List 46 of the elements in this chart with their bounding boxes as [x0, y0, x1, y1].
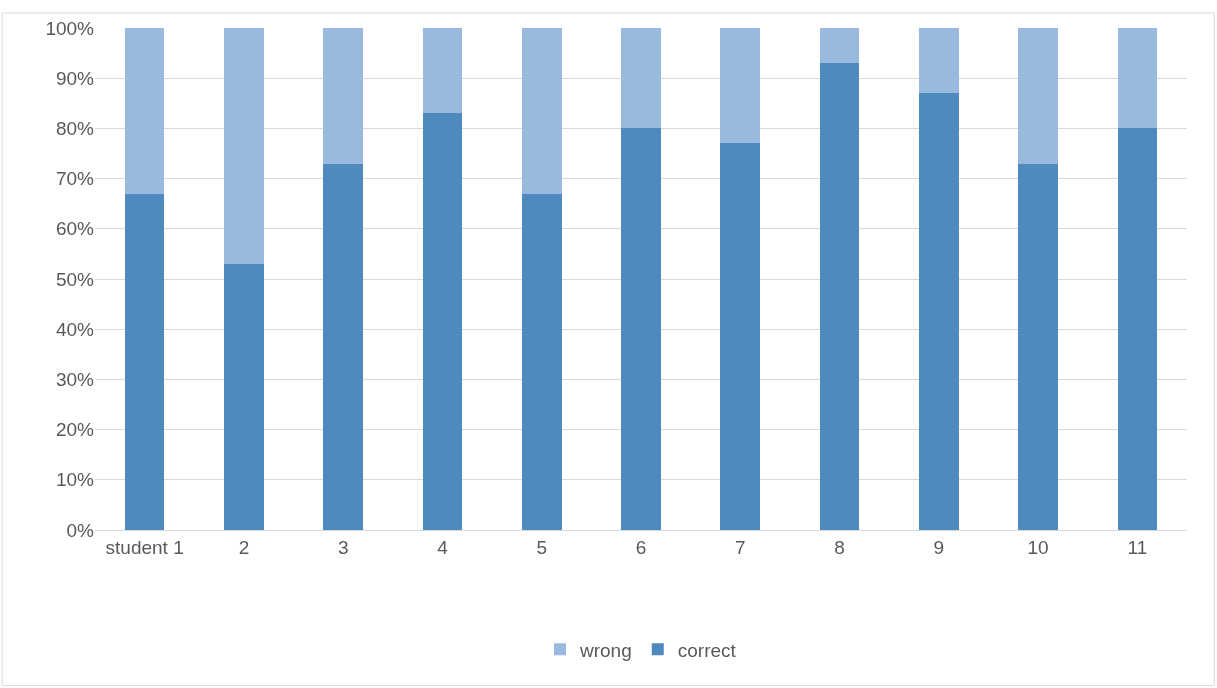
- x-tick-label: 11: [1127, 536, 1148, 558]
- y-tick-label: 100%: [45, 17, 95, 39]
- bar: [521, 193, 562, 530]
- x-tick-label: 9: [933, 536, 945, 558]
- x-tick-label: 8: [834, 536, 845, 558]
- bar: [124, 193, 165, 530]
- y-tick-label: 30%: [55, 369, 95, 391]
- bar: [422, 113, 463, 530]
- x-tick-label: 4: [437, 536, 449, 558]
- y-tick-label: 90%: [55, 67, 95, 89]
- bar: [1018, 163, 1058, 530]
- bar: [918, 28, 959, 94]
- x-tick-label: 5: [536, 536, 548, 558]
- y-tick-label: 0%: [66, 519, 95, 541]
- x-tick-label: 6: [635, 536, 647, 558]
- y-tick-label: 50%: [55, 268, 95, 290]
- x-tick-label: 10: [1027, 536, 1049, 558]
- y-tick-label: 20%: [55, 419, 95, 441]
- bar: [1117, 28, 1158, 129]
- bar: [224, 263, 264, 530]
- bar: [1117, 128, 1158, 530]
- bar: [918, 93, 959, 530]
- legend-label: wrong: [579, 639, 632, 661]
- bar: [819, 63, 860, 530]
- y-tick-label: 70%: [55, 168, 95, 190]
- x-tick-label: 7: [734, 536, 746, 558]
- x-tick-label: student 1: [105, 536, 184, 558]
- bar: [323, 163, 364, 530]
- bar: [720, 28, 761, 144]
- bar: [323, 28, 364, 164]
- y-tick-label: 80%: [55, 118, 95, 140]
- bar: [1018, 28, 1058, 164]
- x-tick-label: 2: [238, 536, 250, 558]
- y-tick-label: 10%: [55, 469, 95, 491]
- bar: [621, 28, 661, 129]
- bar: [819, 28, 860, 64]
- x-tick-label: 3: [337, 536, 349, 558]
- bar: [521, 28, 562, 194]
- y-tick-label: 40%: [55, 318, 95, 340]
- legend-label: correct: [677, 639, 737, 661]
- bar: [422, 28, 463, 114]
- bar: [124, 28, 165, 194]
- bar: [621, 128, 661, 530]
- bar: [720, 143, 761, 530]
- bar: [224, 28, 264, 264]
- y-tick-label: 60%: [55, 218, 95, 240]
